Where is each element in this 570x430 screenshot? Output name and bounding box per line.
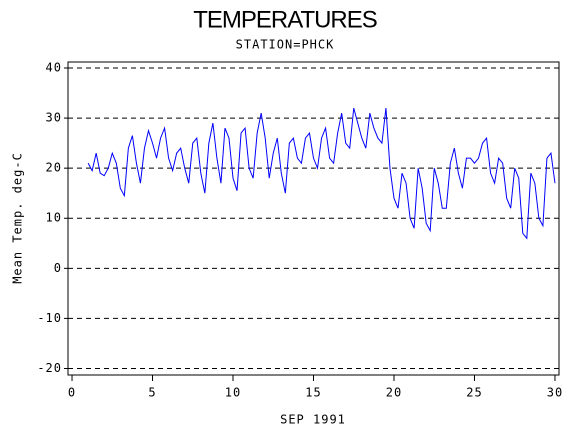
x-tick-label: 30 — [547, 386, 563, 400]
x-tick-label: 20 — [386, 386, 402, 400]
y-tick-label: 20 — [46, 161, 62, 175]
y-tick-label: 30 — [46, 111, 62, 125]
data-line — [87, 107, 556, 240]
y-axis-label: Mean Temp. deg-C — [11, 152, 25, 284]
y-tick-label: -20 — [37, 361, 62, 375]
x-axis-label: SEP 1991 — [280, 413, 346, 427]
x-tick-label: 15 — [305, 386, 321, 400]
x-tick-label: 25 — [466, 386, 482, 400]
y-tick-label: 10 — [46, 211, 62, 225]
y-tick-label: 0 — [54, 261, 62, 275]
y-tick-label: 40 — [46, 61, 62, 75]
y-tick-label: -10 — [37, 311, 62, 325]
chart-subtitle: STATION=PHCK — [236, 38, 335, 52]
chart-title: TEMPERATURES — [193, 6, 377, 33]
x-tick-label: 0 — [68, 386, 76, 400]
x-tick-label: 10 — [225, 386, 241, 400]
x-tick-label: 5 — [148, 386, 156, 400]
